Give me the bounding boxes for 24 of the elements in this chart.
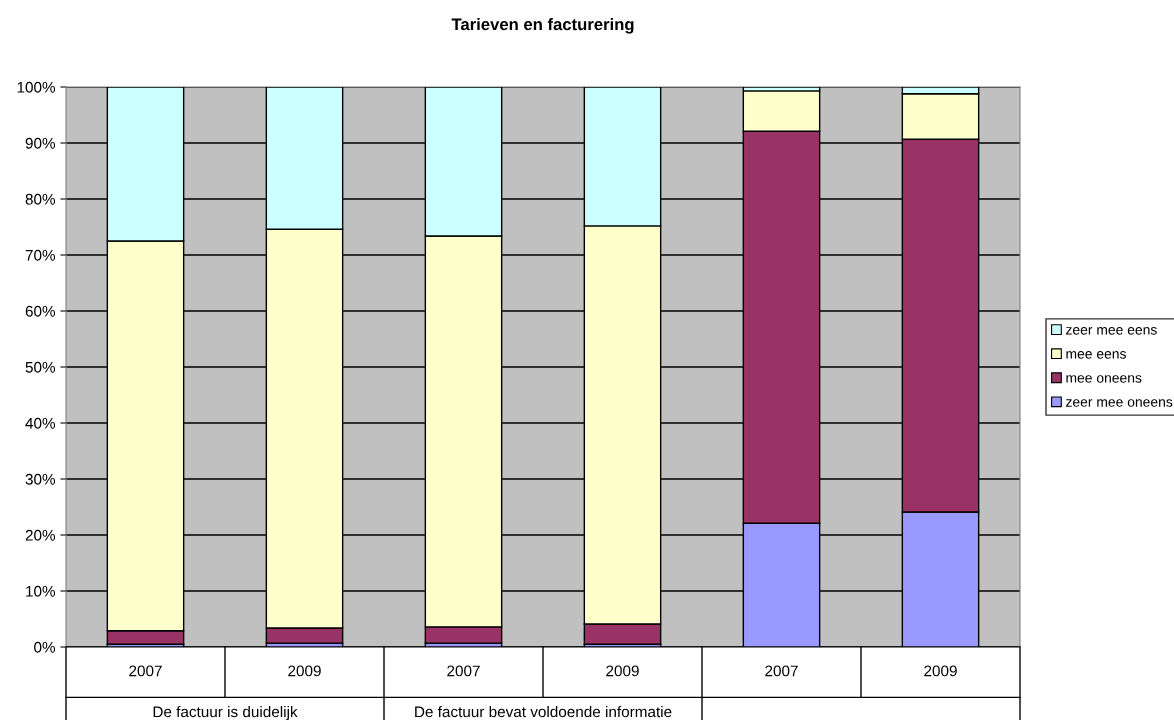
text: De factuur is duidelijk (153, 705, 298, 720)
x-tick-label: 2007 (765, 665, 798, 677)
x-tick-label: 2009 (924, 665, 957, 677)
x-tick-label: 2007 (447, 665, 480, 677)
y-tick-label: 50% (25, 361, 56, 373)
legend-label: zeer mee eens (1066, 327, 1157, 335)
x-tick-label: 2009 (606, 665, 639, 677)
y-tick-label: 0% (34, 641, 56, 653)
y-tick-label: 80% (25, 193, 56, 205)
y-tick-label: 60% (25, 305, 56, 317)
legend-label: mee eens (1066, 351, 1126, 359)
y-tick-label: 10% (26, 585, 56, 597)
y-tick-label: 90% (25, 137, 56, 149)
y-tick-label: 70% (25, 249, 56, 261)
x-tick-label: 2007 (129, 665, 162, 677)
chart-title: Tarieven en facturering (451, 18, 634, 34)
x-tick-label: 2009 (288, 665, 321, 677)
y-tick-label: 100% (17, 81, 56, 93)
text: De factuur bevat voldoende informatie (415, 705, 672, 718)
y-tick-label: 40% (25, 417, 56, 429)
y-tick-label: 20% (25, 529, 56, 541)
legend-label: zeer mee oneens (1066, 399, 1173, 407)
legend-label: mee oneens (1066, 375, 1142, 383)
y-tick-label: 30% (25, 473, 56, 485)
